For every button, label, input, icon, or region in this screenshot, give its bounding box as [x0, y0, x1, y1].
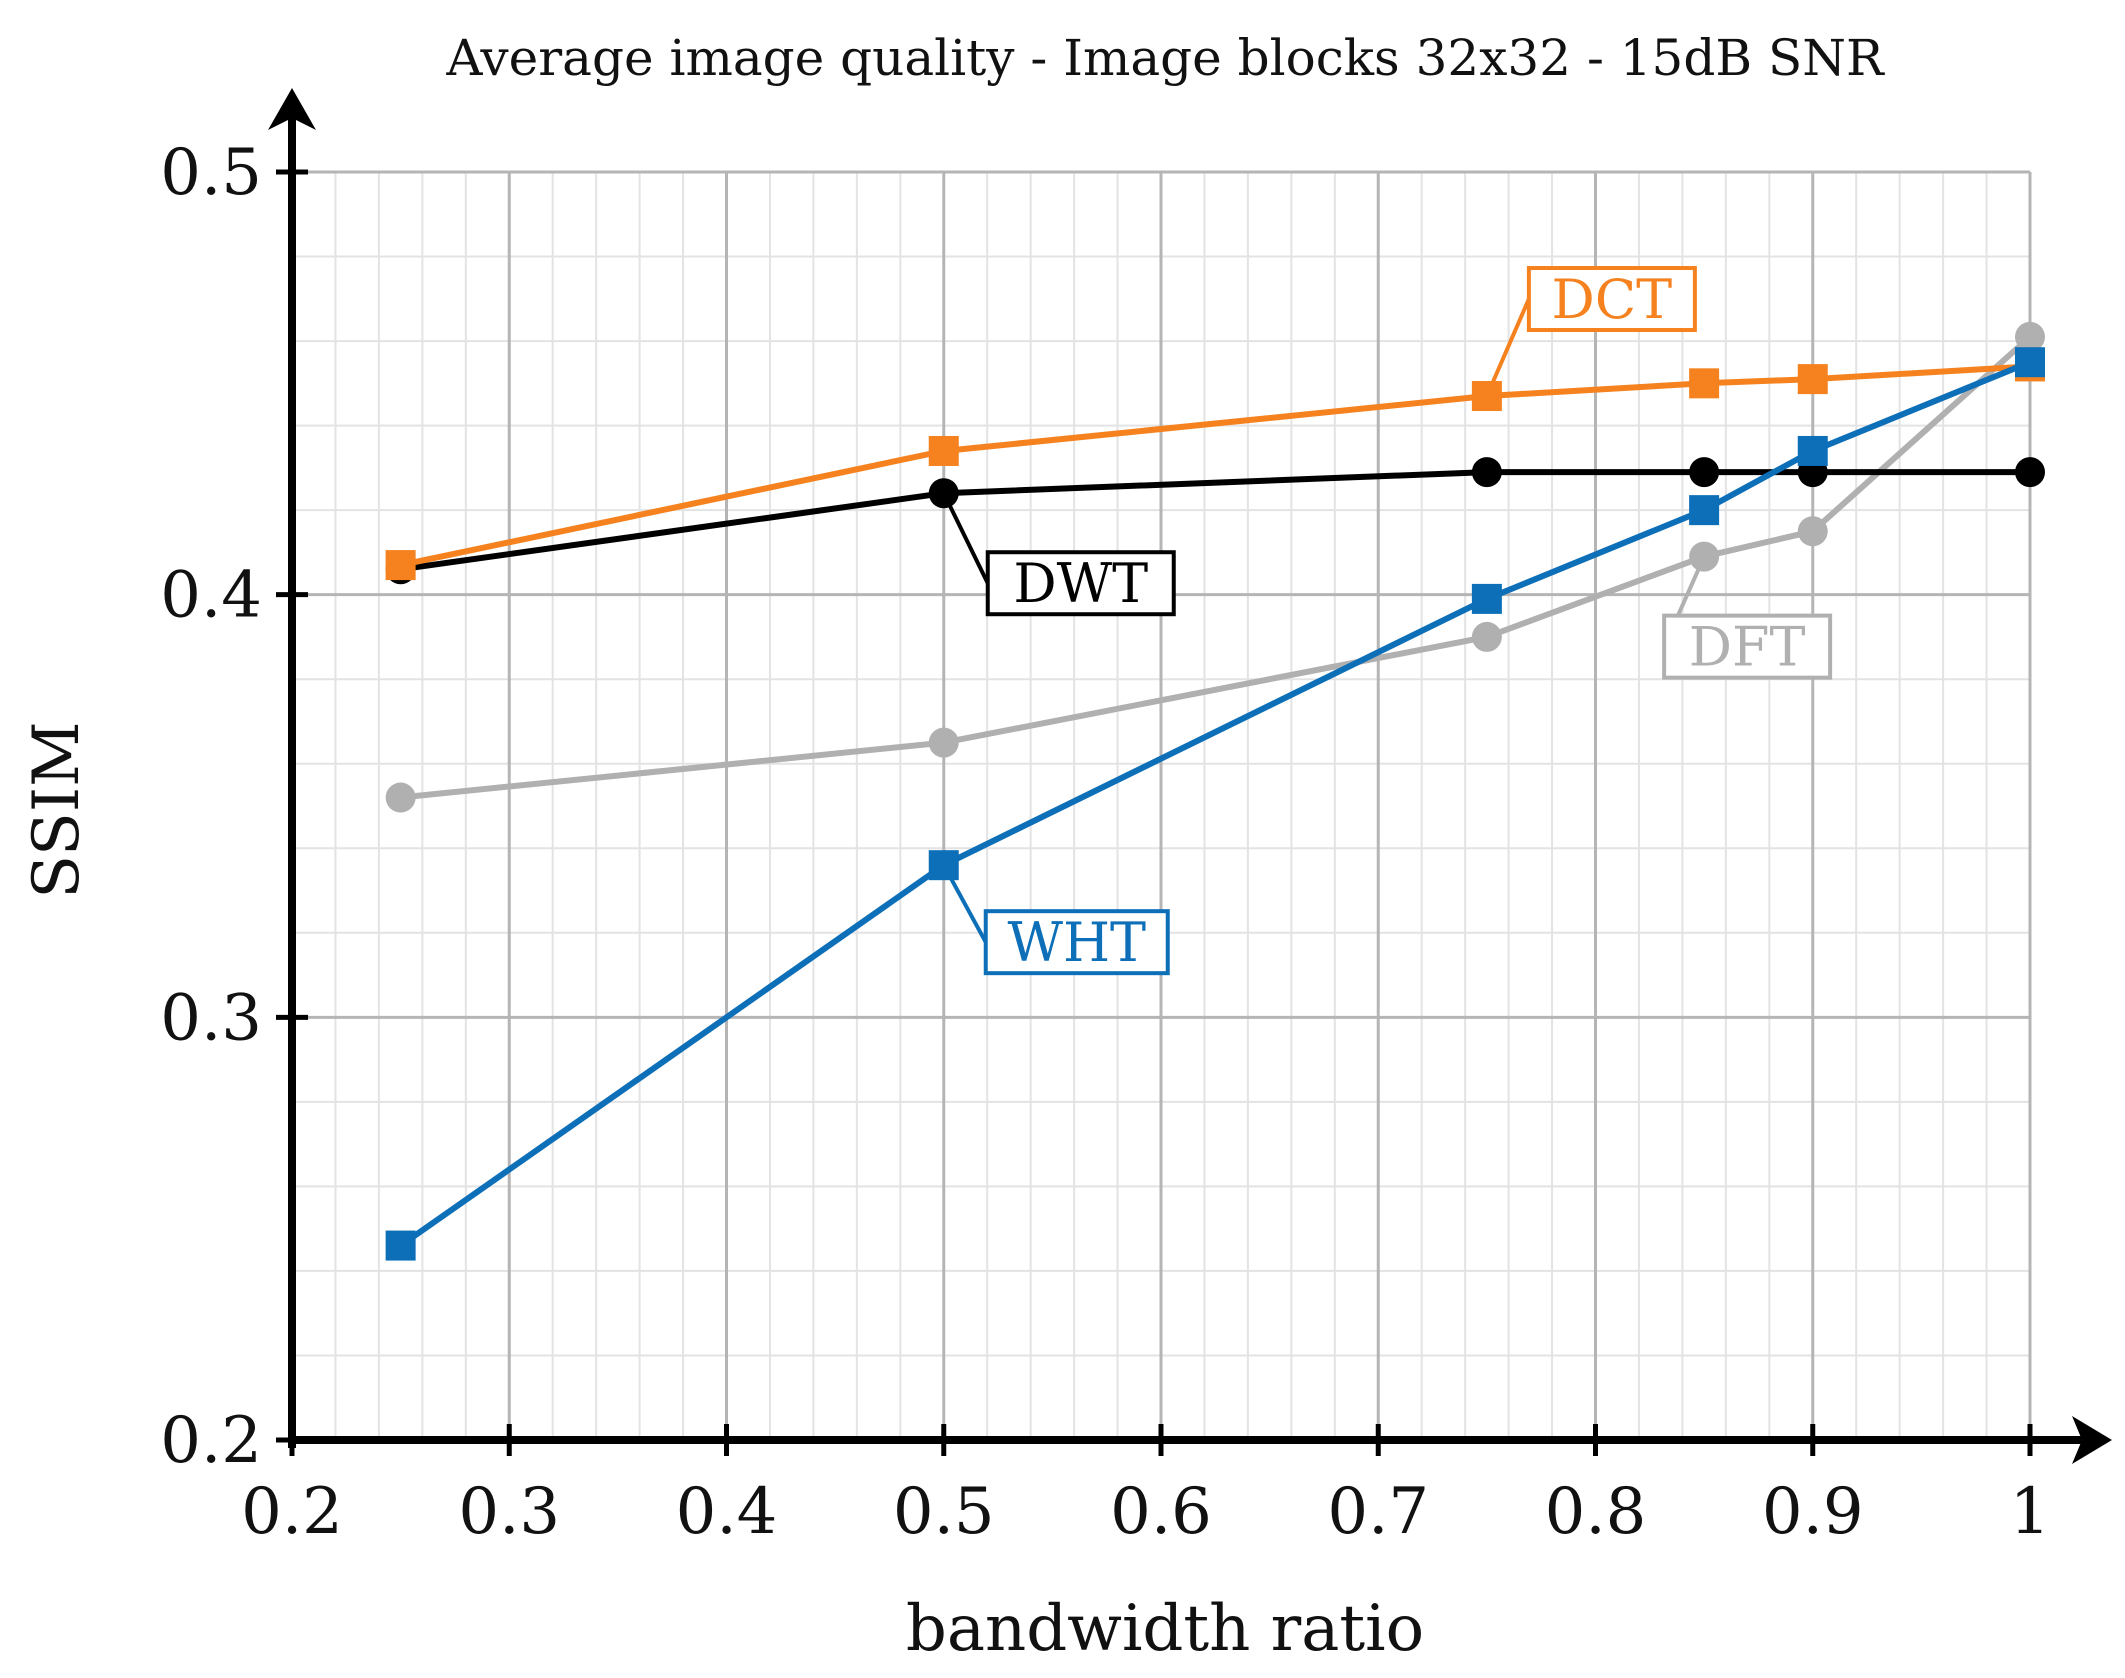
data-point-dct: [928, 435, 959, 466]
x-tick-label: 1: [2010, 1475, 2051, 1549]
label-text: WHT: [1007, 911, 1146, 974]
y-tick-label: 0.4: [160, 559, 262, 633]
x-tick-label: 0.7: [1327, 1475, 1429, 1549]
series-dct: [385, 351, 2045, 581]
data-point-wht: [385, 1230, 416, 1261]
series-wht: [385, 347, 2045, 1261]
x-tick-label: 0.5: [893, 1475, 995, 1549]
x-axis-arrow-icon: [2072, 1416, 2112, 1464]
label-box: [985, 550, 1176, 617]
data-point-wht: [1471, 583, 1502, 614]
series-label-wht: WHT: [941, 864, 1170, 976]
x-axis-label: bandwidth ratio: [906, 1592, 1424, 1666]
label-box: [983, 909, 1170, 976]
series-line-dct: [399, 363, 2031, 569]
data-point-dct: [385, 550, 416, 581]
y-tick-label: 0.3: [160, 981, 262, 1055]
chart-title: Average image quality - Image blocks 32x…: [445, 29, 1885, 87]
label-leader-line: [941, 864, 988, 944]
series-dwt: [385, 457, 2045, 585]
x-tick-label: 0.6: [1110, 1475, 1212, 1549]
data-point-wht: [2015, 347, 2045, 378]
label-box: [1526, 266, 1697, 333]
x-tick-label: 0.3: [458, 1475, 560, 1549]
series-label-dwt: DWT: [941, 492, 1176, 617]
series-line-dwt: [400, 469, 2030, 573]
x-tick-label: 0.9: [1762, 1475, 1864, 1549]
series-dft: [385, 321, 2045, 813]
label-text: DWT: [1013, 552, 1148, 615]
series-label-dft: DFT: [1662, 555, 1833, 680]
y-tick-label: 0.5: [160, 136, 262, 210]
data-point-dft: [2015, 321, 2045, 352]
data-point-dct: [1689, 368, 1720, 399]
axes: [268, 88, 2112, 1464]
data-point-dft: [1471, 621, 1502, 652]
series-line-dft: [400, 334, 2033, 801]
x-tick-label: 0.2: [241, 1475, 343, 1549]
series-layer: [385, 321, 2045, 1261]
data-point-dwt: [1471, 457, 1502, 488]
data-point-dwt: [1689, 457, 1720, 488]
y-axis-label: SSIM: [20, 721, 94, 898]
minor-gridlines: [292, 172, 2030, 1440]
y-axis-arrow-icon: [268, 88, 316, 130]
x-tick-label: 0.4: [676, 1475, 778, 1549]
label-text: DCT: [1552, 268, 1673, 331]
label-box: [1662, 613, 1833, 680]
data-point-dct: [1797, 364, 1828, 395]
tick-labels: 0.2 0.3 0.4 0.5 0.6 0.7 0.8 0.9 1 0.2 0.3 0.4 0.5: [160, 136, 2050, 1549]
data-point-dwt: [2015, 457, 2045, 488]
series-labels: DCT DWT DFT WHT: [941, 266, 1833, 976]
series-line-wht: [398, 359, 2032, 1249]
data-point-wht: [1797, 435, 1828, 466]
data-point-wht: [1689, 495, 1720, 526]
data-point-dft: [1797, 516, 1828, 547]
x-tick-label: 0.8: [1545, 1475, 1647, 1549]
label-leader-line: [941, 492, 990, 585]
series-label-dct: DCT: [1485, 266, 1697, 397]
y-tick-label: 0.2: [160, 1404, 262, 1478]
label-leader-line: [1485, 298, 1531, 397]
label-text: DFT: [1689, 616, 1806, 679]
data-point-dft: [928, 727, 959, 758]
data-point-dft: [385, 782, 416, 813]
